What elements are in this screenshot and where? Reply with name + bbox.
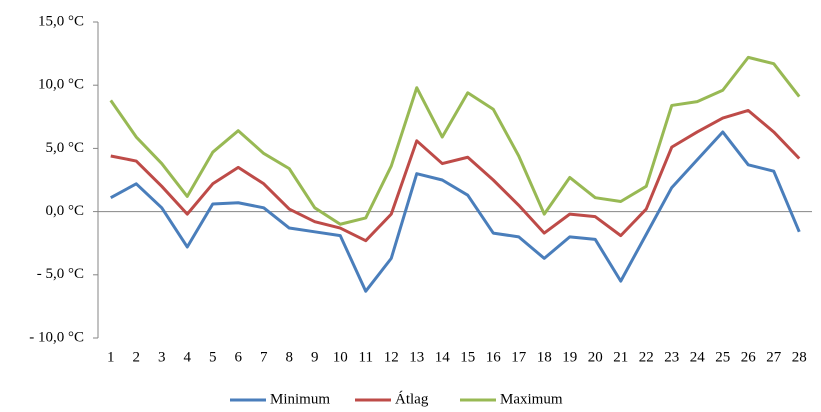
x-tick-label: 10 <box>333 349 348 365</box>
x-tick-label: 28 <box>792 349 807 365</box>
legend-label: Maximum <box>500 391 563 407</box>
x-tick-label: 11 <box>359 349 373 365</box>
x-tick-label: 19 <box>562 349 577 365</box>
y-tick-label: 10,0 °C <box>38 77 84 93</box>
x-tick-label: 17 <box>511 349 527 365</box>
y-tick-label: 5,0 °C <box>45 140 84 156</box>
x-tick-label: 14 <box>435 349 451 365</box>
x-tick-label: 18 <box>537 349 552 365</box>
x-tick-label: 8 <box>286 349 294 365</box>
x-tick-label: 21 <box>613 349 628 365</box>
x-tick-label: 2 <box>133 349 141 365</box>
series-line <box>109 55 801 226</box>
x-tick-label: 22 <box>639 349 654 365</box>
x-tick-label: 26 <box>741 349 757 365</box>
legend-label: Minimum <box>270 391 330 407</box>
x-tick-label: 24 <box>690 349 706 365</box>
legend-label: Átlag <box>395 390 429 407</box>
x-tick-label: 13 <box>409 349 424 365</box>
x-tick-label: 16 <box>486 349 502 365</box>
x-tick-label: 9 <box>311 349 319 365</box>
x-tick-label: 7 <box>260 349 268 365</box>
y-tick-label: 0,0 °C <box>45 203 84 219</box>
x-tick-label: 15 <box>460 349 475 365</box>
x-tick-label: 20 <box>588 349 603 365</box>
y-tick-label: - 5,0 °C <box>37 266 84 282</box>
x-tick-label: 25 <box>715 349 730 365</box>
x-tick-label: 6 <box>235 349 243 365</box>
y-tick-label: - 10,0 °C <box>29 329 84 345</box>
x-tick-label: 4 <box>184 349 192 365</box>
x-tick-label: 1 <box>107 349 115 365</box>
x-tick-label: 3 <box>158 349 166 365</box>
series-line <box>110 130 801 293</box>
x-tick-label: 5 <box>209 349 217 365</box>
x-tick-label: 23 <box>664 349 679 365</box>
y-tick-label: 15,0 °C <box>38 13 84 29</box>
x-tick-label: 12 <box>384 349 399 365</box>
series-line <box>110 108 801 243</box>
x-tick-label: 27 <box>766 349 782 365</box>
